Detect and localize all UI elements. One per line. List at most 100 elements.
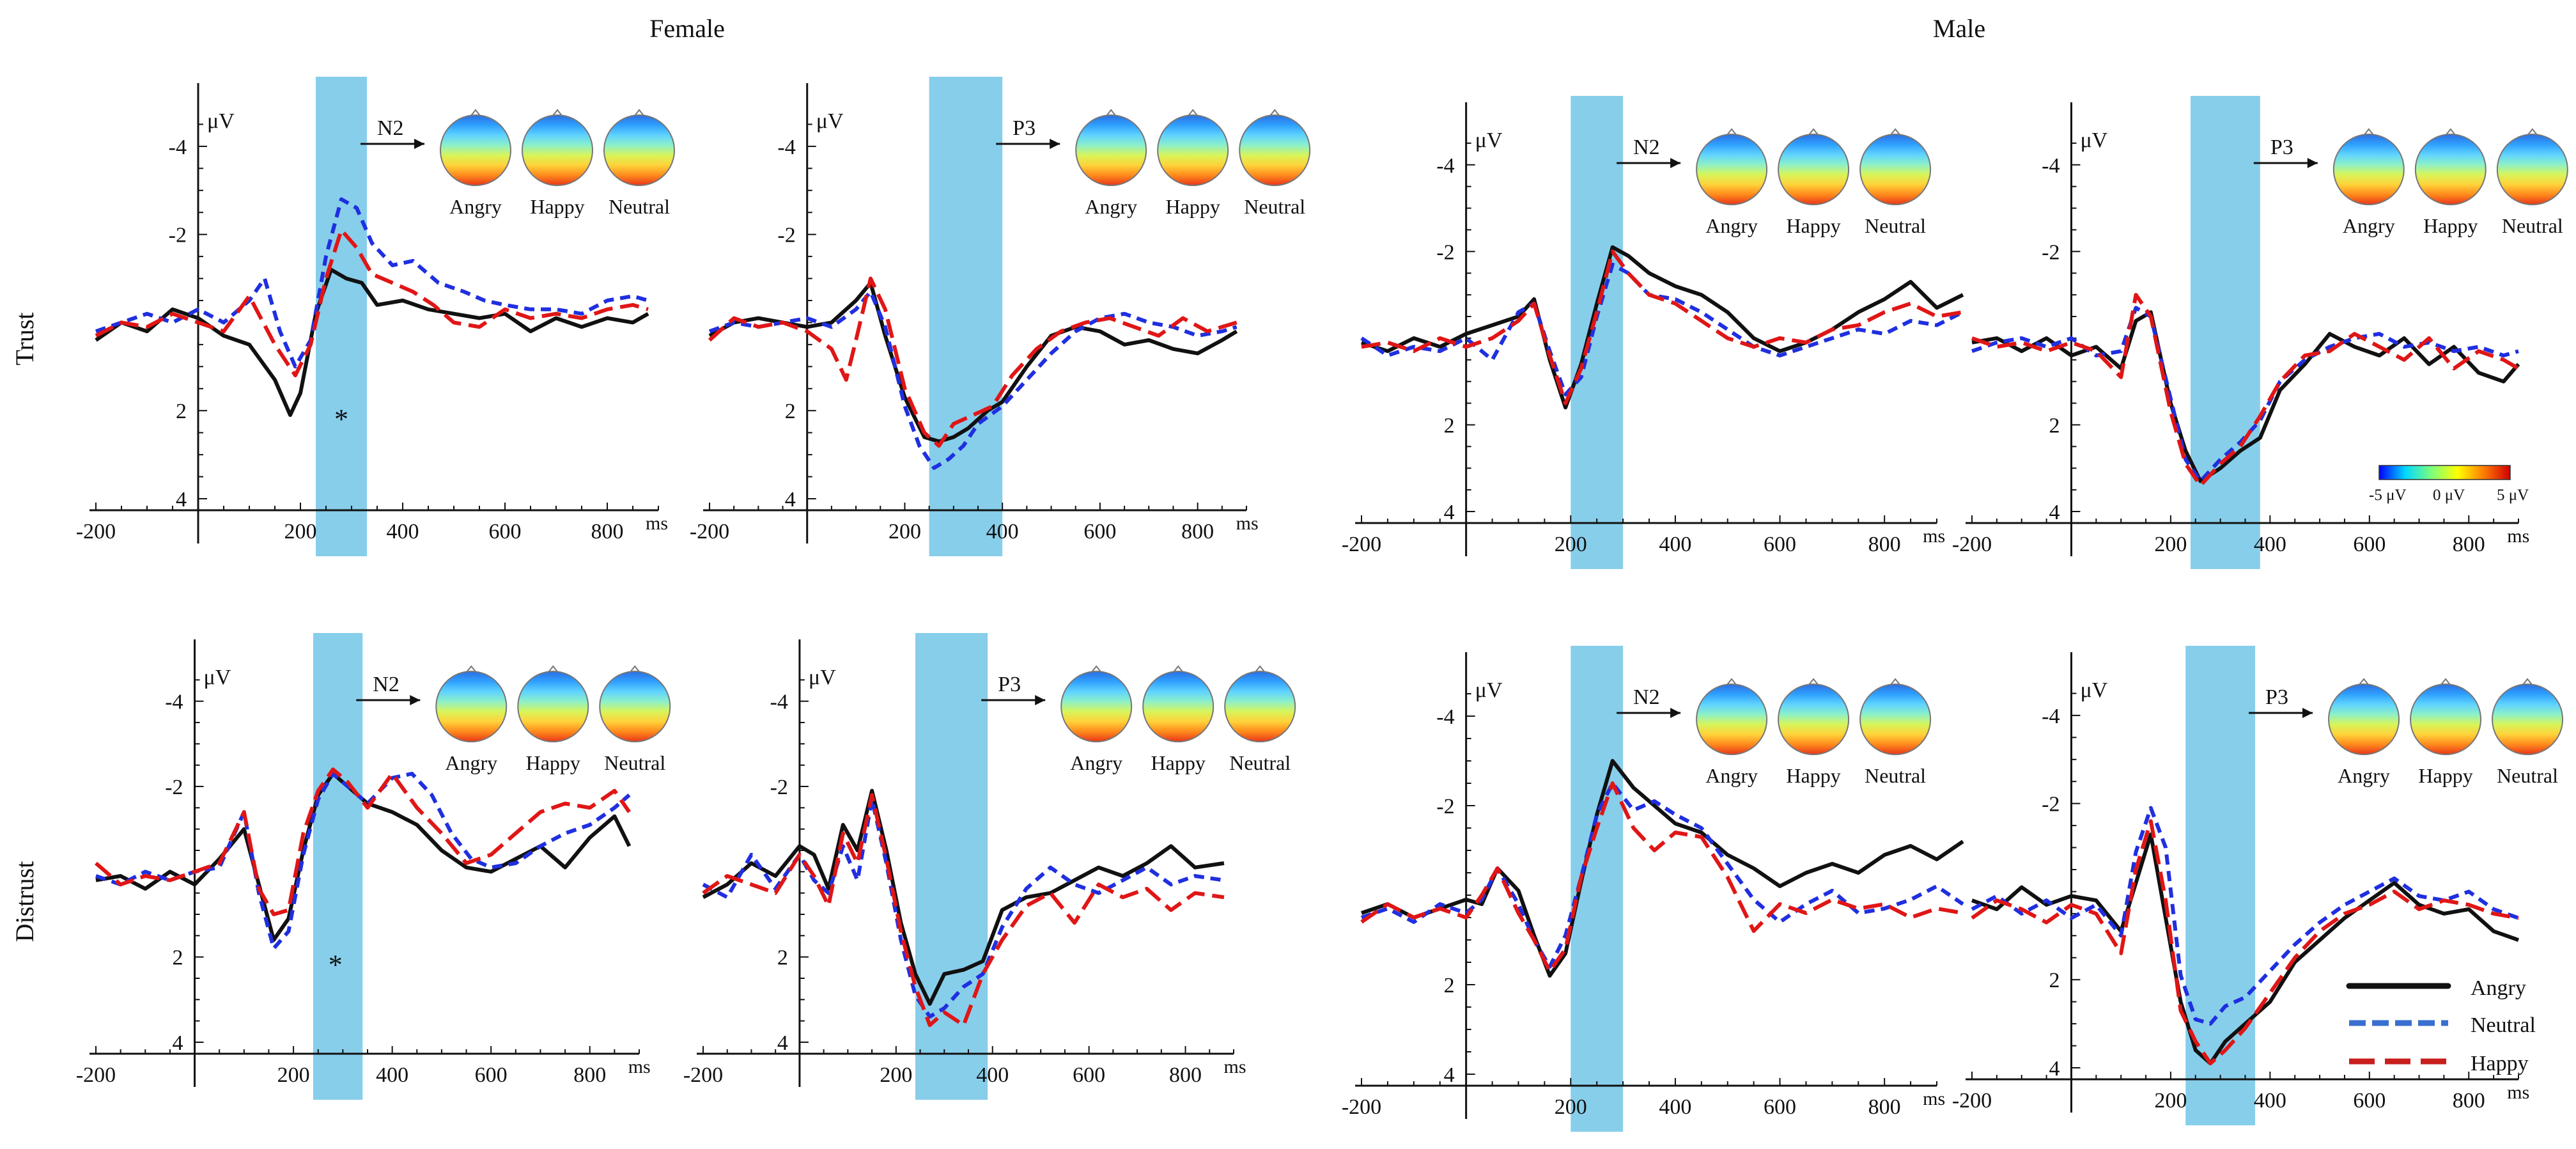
topomap-label: Angry bbox=[449, 195, 502, 218]
topomap-label: Angry bbox=[1085, 195, 1137, 218]
y-tick-label: -4 bbox=[2042, 154, 2060, 178]
series-angry bbox=[95, 772, 632, 942]
head-nose bbox=[465, 665, 477, 673]
significance-star: * bbox=[334, 403, 348, 435]
x-tick-label: 800 bbox=[2453, 1089, 2485, 1113]
head-nose bbox=[2363, 128, 2375, 136]
head-shape bbox=[1778, 684, 1850, 755]
head-shape bbox=[2492, 684, 2564, 755]
erp-panel-male-trust-n2: -4 -2 2 4 μV -200 200 400 600 800 ms N2 Angry Happy Ne… bbox=[1342, 96, 1964, 569]
topomap-neutral: Neutral bbox=[1239, 109, 1311, 218]
component-arrow-head bbox=[1050, 139, 1060, 149]
series-happy bbox=[95, 767, 631, 916]
y-tick-label: -2 bbox=[165, 776, 183, 799]
head-shape bbox=[1239, 114, 1311, 186]
colorbar-label-min: -5 μV bbox=[2369, 487, 2407, 504]
head-shape bbox=[1060, 671, 1133, 742]
x-tick-label: 400 bbox=[387, 520, 419, 543]
legend-label-angry: Angry bbox=[2471, 976, 2526, 1000]
head-shape bbox=[1696, 134, 1768, 205]
unit-label: μV bbox=[2080, 129, 2107, 152]
topomap-label: Happy bbox=[530, 195, 584, 218]
x-tick-label: 200 bbox=[1555, 1095, 1587, 1119]
series-happy bbox=[1971, 819, 2519, 1066]
y-tick-label: 4 bbox=[2049, 501, 2060, 524]
topomap-happy: Happy bbox=[1157, 109, 1229, 218]
series-neutral bbox=[95, 772, 631, 951]
head-nose bbox=[633, 109, 645, 117]
analysis-window bbox=[316, 77, 367, 556]
x-tick-label: 800 bbox=[573, 1063, 606, 1087]
x-tick-label: 200 bbox=[277, 1063, 310, 1087]
head-nose bbox=[547, 665, 559, 673]
topomap-label: Happy bbox=[1151, 751, 1206, 774]
topomap-label: Neutral bbox=[1865, 764, 1926, 787]
x-unit-label: ms bbox=[2507, 1082, 2529, 1103]
component-arrow-head bbox=[1670, 158, 1681, 168]
topomap-neutral: Neutral bbox=[2496, 128, 2568, 237]
x-tick-label: -200 bbox=[683, 1063, 723, 1087]
topomap-angry: Angry bbox=[1696, 128, 1768, 237]
component-label: N2 bbox=[377, 116, 404, 140]
y-tick-label: -2 bbox=[2042, 240, 2060, 264]
x-tick-label: 400 bbox=[1659, 1095, 1691, 1119]
x-tick-label: 800 bbox=[1868, 533, 1901, 556]
series-angry bbox=[702, 788, 1225, 1006]
topomap-label: Angry bbox=[1705, 764, 1758, 787]
x-tick-label: 200 bbox=[888, 520, 921, 543]
unit-label: μV bbox=[809, 666, 836, 689]
series-happy bbox=[708, 276, 1238, 448]
x-unit-label: ms bbox=[1224, 1056, 1246, 1077]
head-nose bbox=[1254, 665, 1266, 673]
topography-colorbar: -5 μV 0 μV 5 μV bbox=[2369, 465, 2529, 504]
component-arrow-head bbox=[2302, 708, 2313, 718]
head-shape bbox=[1859, 134, 1932, 205]
head-shape bbox=[603, 114, 675, 186]
legend-label-neutral: Neutral bbox=[2471, 1013, 2536, 1037]
y-tick-label: -2 bbox=[1436, 795, 1454, 818]
topomap-label: Neutral bbox=[604, 751, 665, 774]
series-neutral bbox=[1361, 781, 1964, 969]
y-tick-label: 2 bbox=[176, 400, 187, 423]
head-shape bbox=[1142, 671, 1214, 742]
row-label-trust: Trust bbox=[10, 312, 39, 365]
head-nose bbox=[2440, 678, 2451, 686]
x-tick-label: 600 bbox=[1764, 1095, 1796, 1119]
x-tick-label: -200 bbox=[1342, 533, 1381, 556]
series-angry bbox=[1971, 310, 2520, 483]
topomap-happy: Happy bbox=[2414, 128, 2487, 237]
head-shape bbox=[522, 114, 593, 186]
component-arrow-head bbox=[2307, 158, 2318, 168]
component-label: N2 bbox=[1633, 685, 1660, 709]
x-tick-label: 200 bbox=[284, 520, 317, 543]
head-nose bbox=[1269, 109, 1280, 117]
x-tick-label: 600 bbox=[1083, 520, 1116, 543]
series-neutral bbox=[1971, 806, 2520, 1026]
x-unit-label: ms bbox=[1236, 513, 1259, 534]
y-tick-label: 2 bbox=[173, 946, 183, 970]
x-unit-label: ms bbox=[1923, 526, 1945, 547]
component-label: P3 bbox=[1013, 116, 1036, 140]
component-arrow-head bbox=[1670, 708, 1681, 718]
y-tick-label: -4 bbox=[770, 691, 788, 714]
y-tick-label: -4 bbox=[169, 136, 187, 159]
x-tick-label: 600 bbox=[475, 1063, 508, 1087]
analysis-window bbox=[313, 633, 363, 1100]
x-tick-label: 400 bbox=[976, 1063, 1009, 1087]
topomap-label: Happy bbox=[1786, 214, 1840, 237]
y-tick-label: 2 bbox=[1444, 974, 1455, 997]
unit-label: μV bbox=[204, 666, 231, 689]
analysis-window bbox=[915, 633, 988, 1100]
component-label: P3 bbox=[998, 673, 1021, 696]
head-nose bbox=[1105, 109, 1117, 117]
x-tick-label: -200 bbox=[690, 520, 729, 543]
head-nose bbox=[1808, 128, 1819, 136]
series-happy bbox=[1971, 293, 2520, 488]
series-happy bbox=[95, 228, 649, 378]
head-shape bbox=[2414, 134, 2487, 205]
head-nose bbox=[1726, 678, 1737, 686]
component-label: P3 bbox=[2265, 685, 2288, 709]
series-angry bbox=[95, 267, 649, 418]
head-shape bbox=[1696, 684, 1768, 755]
head-shape bbox=[2410, 684, 2482, 755]
